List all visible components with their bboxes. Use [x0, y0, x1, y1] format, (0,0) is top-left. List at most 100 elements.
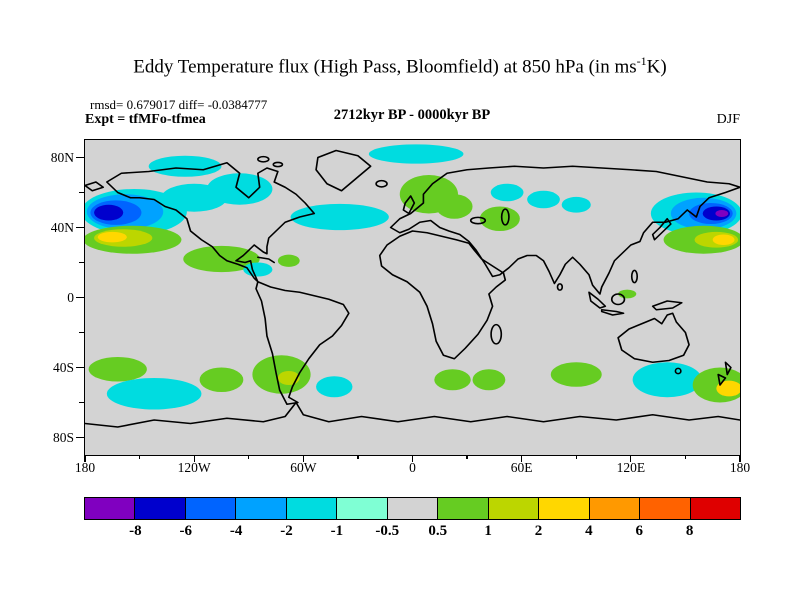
coast-iceland: [375, 179, 388, 188]
colorbar: [84, 497, 741, 520]
lon-tick-3-0: [411, 455, 414, 462]
lat-label-40N: 40N: [50, 219, 74, 235]
coastlines: [85, 149, 740, 428]
lon-label-5-120E: 120E: [616, 460, 646, 475]
map-panel: [84, 139, 741, 456]
coast-borneo: [610, 293, 626, 306]
chart-title-suffix: K): [646, 56, 667, 78]
anomaly-mongolia: [561, 196, 591, 213]
colorbar-segment-1: [135, 498, 186, 519]
lon-label-1-120W: 120W: [177, 460, 211, 475]
anomaly-north-atlantic: [290, 203, 389, 231]
anomaly-new-zealand-core: [716, 380, 740, 397]
anomaly-central-siberia: [527, 190, 560, 209]
anomaly-north-pacific-east-center: [715, 210, 729, 217]
coast-arctic-island-1: [257, 155, 270, 163]
anomaly-south-indian-green-2: [550, 362, 602, 387]
coast-sumatra: [588, 291, 607, 309]
chart-title-exponent: -1: [636, 54, 647, 68]
lon-minor-tick-3: [466, 455, 468, 459]
coast-madagascar: [490, 323, 503, 345]
coast-south-america: [255, 280, 350, 406]
lon-label-0-180: 180: [74, 460, 96, 475]
colorbar-segment-11: [640, 498, 691, 519]
chart-title: Eddy Temperature flux (High Pass, Bloomf…: [0, 54, 800, 78]
lat-tick-0: [76, 296, 84, 299]
colorbar-segment-4: [286, 498, 338, 519]
chart-title-text: Eddy Temperature flux (High Pass, Bloomf…: [133, 56, 637, 78]
lon-label-6-180: 180: [729, 460, 751, 475]
anomaly-south-pacific-west-cyan: [632, 362, 702, 398]
coast-new-zealand-north: [724, 361, 732, 376]
colorbar-segment-7: [438, 498, 489, 519]
lat-label-80S: 80S: [52, 429, 74, 445]
world-map: [85, 144, 740, 428]
coast-antarctica: [85, 401, 740, 428]
lat-label-40S: 40S: [52, 359, 74, 375]
coast-chukotka-west: [85, 181, 105, 192]
anomaly-south-pacific-cyan: [106, 378, 202, 410]
anomaly-arctic-atlantic: [368, 144, 464, 164]
lat-minor-tick-2: [79, 331, 84, 334]
colorbar-label--6: -6: [179, 523, 193, 539]
anomaly-south-indian-green-1: [472, 369, 506, 391]
lat-tick-80S: [76, 436, 84, 439]
lon-minor-tick-2: [357, 455, 359, 459]
lon-minor-tick-4: [575, 455, 577, 459]
coast-philippines: [630, 269, 639, 284]
season-label: DJF: [716, 112, 740, 127]
period-label: 2712kyr BP - 0000kyr BP: [333, 107, 491, 123]
colorbar-label-0.5: 0.5: [428, 523, 448, 539]
coast-new-zealand-south: [717, 373, 727, 386]
colorbar-segment-10: [589, 498, 641, 519]
lat-tick-40S: [76, 366, 84, 369]
lon-tick-2-60W: [302, 455, 304, 462]
lon-minor-tick-5: [684, 455, 687, 459]
anomaly-south-atlantic-cyan: [316, 376, 353, 398]
coast-greenland: [315, 149, 372, 192]
colorbar-segment-8: [488, 498, 540, 519]
colorbar-segment-12: [690, 498, 741, 519]
colorbar-label--2: -2: [280, 523, 293, 539]
coast-britain: [402, 195, 416, 215]
coast-cuba: [257, 256, 276, 264]
anomaly-south-pacific-green-1: [88, 357, 147, 382]
colorbar-segment-3: [236, 498, 287, 519]
lon-label-2-60W: 60W: [290, 460, 317, 475]
coast-australia: [617, 312, 690, 364]
colorbar-label--1: -1: [330, 523, 344, 539]
anomaly-east-europe: [436, 194, 473, 219]
coast-japan: [651, 217, 672, 241]
anomaly-south-atlantic-green: [434, 369, 471, 391]
coast-arctic-island-2: [272, 161, 284, 168]
anomaly-central-canada: [206, 173, 273, 205]
anomaly-central-asia-green: [479, 206, 520, 231]
anomaly-east-asia-coast-core: [712, 234, 735, 245]
lat-tick-40N: [76, 226, 84, 229]
coast-java: [600, 308, 625, 316]
lon-minor-tick-0: [138, 455, 141, 459]
lon-minor-tick-1: [248, 455, 250, 459]
coast-tasmania: [674, 367, 682, 375]
experiment-label: Expt = tfMFo-tfmea: [85, 112, 206, 127]
lon-tick-5-120E: [630, 455, 632, 462]
lon-tick-1-120W: [193, 455, 195, 462]
colorbar-label-1: 1: [484, 523, 492, 539]
stats-line: rmsd= 0.679017 diff= -0.0384777: [90, 97, 268, 112]
anomaly-caribbean-green: [277, 254, 300, 267]
lat-minor-tick-3: [79, 401, 84, 404]
lon-tick-0-180: [84, 455, 86, 462]
colorbar-segment-9: [539, 498, 590, 519]
colorbar-label--8: -8: [129, 523, 142, 539]
lon-tick-4-60E: [521, 455, 523, 462]
coast-black-sea: [469, 216, 487, 225]
colorbar-label-2: 2: [534, 523, 543, 539]
colorbar-label-6: 6: [635, 523, 643, 539]
colorbar-label-8: 8: [685, 523, 694, 539]
lon-label-4-60E: 60E: [510, 460, 533, 475]
colorbar-segment-5: [337, 498, 388, 519]
lat-tick-80N: [76, 156, 84, 159]
colorbar-label--4: -4: [229, 523, 243, 539]
colorbar-segment-2: [185, 498, 237, 519]
